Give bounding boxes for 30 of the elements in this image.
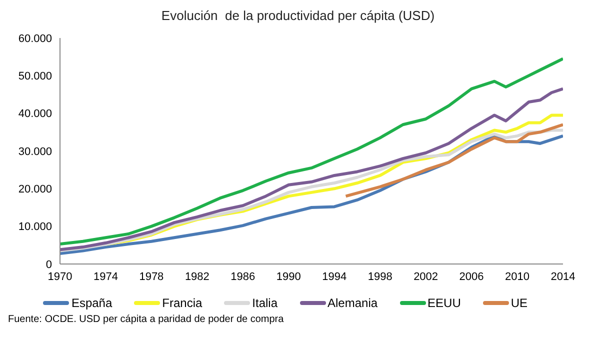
legend-label: Francia xyxy=(162,296,202,310)
x-tick-label: 1982 xyxy=(184,270,210,283)
x-tick-label: 1986 xyxy=(230,270,256,283)
x-tick-label: 2014 xyxy=(550,270,576,283)
x-tick-label: 2010 xyxy=(505,270,530,283)
x-tick-label: 1970 xyxy=(48,270,72,283)
legend-label: Alemania xyxy=(328,296,378,310)
source-note: Fuente: OCDE. USD per cápita a paridad de poder de compra xyxy=(8,314,285,325)
line-series xyxy=(344,123,563,198)
x-tick-label: 2006 xyxy=(459,270,484,283)
legend-label: UE xyxy=(510,296,528,310)
y-tick-label: 20.000 xyxy=(18,184,52,196)
x-tick-label: 1994 xyxy=(322,270,347,283)
y-tick-label: 10.000 xyxy=(18,221,52,234)
y-tick-label: 40.000 xyxy=(18,108,52,120)
line-series xyxy=(60,57,563,246)
x-tick-label: 1998 xyxy=(368,270,392,283)
y-tick-label: 30.000 xyxy=(18,146,52,158)
legend-label: Italia xyxy=(252,296,278,310)
y-tick-label: 60.000 xyxy=(18,32,52,45)
x-tick-label: 1990 xyxy=(276,270,301,283)
legend-label: EEUU xyxy=(428,296,461,310)
line-series xyxy=(60,87,563,252)
y-tick-label: 50.000 xyxy=(18,70,52,83)
x-tick-label: 1974 xyxy=(93,270,118,283)
chart-title: Evolución de la productividad per cápita (USD) xyxy=(160,8,436,25)
x-tick-label: 1978 xyxy=(139,270,164,283)
x-tick-label: 2002 xyxy=(414,270,438,283)
y-tick-label: 0 xyxy=(46,258,52,271)
legend-label: España xyxy=(71,296,112,310)
